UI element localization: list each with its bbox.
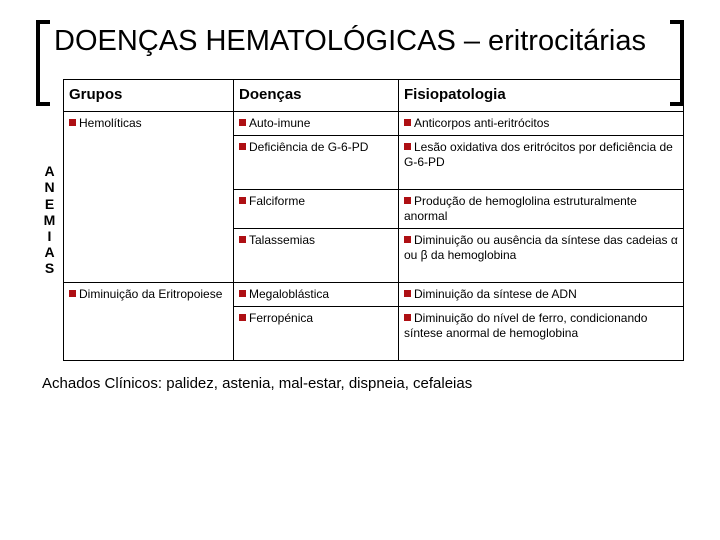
side-label-char: N <box>44 179 54 195</box>
table-area: ANEMIAS Grupos Doenças Fisiopatologia He… <box>36 79 684 361</box>
bullet-icon <box>239 314 246 321</box>
cell-grupo: Hemolíticas <box>64 111 234 282</box>
disease-table: Grupos Doenças Fisiopatologia Hemolítica… <box>63 79 684 361</box>
bullet-icon <box>404 119 411 126</box>
cell-grupo: Diminuição da Eritropoiese <box>64 282 234 360</box>
bullet-icon <box>69 119 76 126</box>
cell-fisiopatologia: Diminuição ou ausência da síntese das ca… <box>399 228 684 282</box>
bullet-icon <box>239 119 246 126</box>
cell-doenca: Megaloblástica <box>234 282 399 306</box>
side-label-char: E <box>45 196 54 212</box>
side-label-char: A <box>44 244 54 260</box>
table-header-row: Grupos Doenças Fisiopatologia <box>64 79 684 111</box>
cell-doenca: Ferropénica <box>234 306 399 360</box>
side-label-char: A <box>44 163 54 179</box>
side-label-char: M <box>44 212 56 228</box>
header-grupos: Grupos <box>64 79 234 111</box>
bullet-icon <box>404 236 411 243</box>
cell-fisiopatologia: Anticorpos anti-eritrócitos <box>399 111 684 135</box>
bullet-icon <box>404 143 411 150</box>
header-doencas: Doenças <box>234 79 399 111</box>
side-label: ANEMIAS <box>36 79 63 361</box>
cell-doenca: Talassemias <box>234 228 399 282</box>
footer-text: Achados Clínicos: palidez, astenia, mal-… <box>36 375 684 392</box>
bullet-icon <box>69 290 76 297</box>
table-row: Diminuição da EritropoieseMegaloblástica… <box>64 282 684 306</box>
cell-fisiopatologia: Produção de hemoglolina estruturalmente … <box>399 189 684 228</box>
cell-fisiopatologia: Diminuição do nível de ferro, condiciona… <box>399 306 684 360</box>
cell-doenca: Auto-imune <box>234 111 399 135</box>
cell-doenca: Deficiência de G-6-PD <box>234 135 399 189</box>
bullet-icon <box>239 290 246 297</box>
table-row: HemolíticasAuto-imuneAnticorpos anti-eri… <box>64 111 684 135</box>
bullet-icon <box>404 197 411 204</box>
side-label-char: S <box>45 260 54 276</box>
cell-fisiopatologia: Lesão oxidativa dos eritrócitos por defi… <box>399 135 684 189</box>
bullet-icon <box>404 314 411 321</box>
bullet-icon <box>239 236 246 243</box>
cell-doenca: Falciforme <box>234 189 399 228</box>
title-area: DOENÇAS HEMATOLÓGICAS – eritrocitárias <box>36 24 684 59</box>
side-label-char: I <box>48 228 52 244</box>
cell-fisiopatologia: Diminuição da síntese de ADN <box>399 282 684 306</box>
bullet-icon <box>239 143 246 150</box>
bullet-icon <box>239 197 246 204</box>
bracket-left <box>36 20 50 106</box>
page-title: DOENÇAS HEMATOLÓGICAS – eritrocitárias <box>36 24 684 59</box>
bullet-icon <box>404 290 411 297</box>
header-fisiopatologia: Fisiopatologia <box>399 79 684 111</box>
bracket-right <box>670 20 684 106</box>
